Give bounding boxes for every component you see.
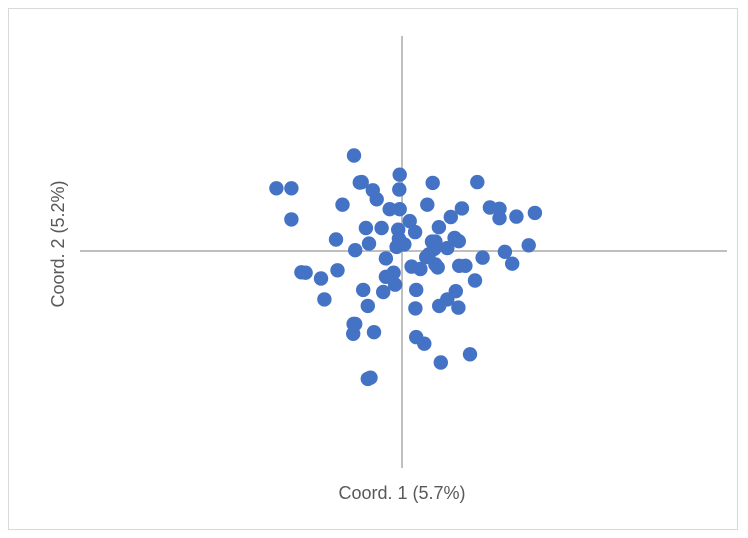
data-point [361, 236, 377, 251]
data-point [413, 261, 428, 277]
data-point [360, 298, 375, 314]
data-point [366, 325, 382, 340]
data-point [346, 148, 362, 163]
data-point [451, 300, 466, 315]
data-point [330, 263, 345, 278]
data-point [448, 284, 463, 299]
data-point [402, 213, 417, 229]
data-point [420, 197, 435, 212]
data-point [269, 181, 284, 196]
data-point [407, 224, 423, 240]
data-point [433, 355, 448, 370]
data-point [467, 273, 483, 288]
data-point [378, 251, 394, 266]
data-point [335, 197, 350, 212]
data-point [431, 220, 447, 235]
data-point [392, 202, 407, 217]
data-point [451, 234, 466, 249]
data-point [462, 347, 478, 362]
x-axis-title: Coord. 1 (5.7%) [338, 483, 465, 503]
data-point [317, 292, 332, 307]
data-point [358, 220, 374, 236]
data-point [392, 182, 407, 197]
chart-area [8, 8, 738, 530]
data-point [397, 237, 412, 252]
data-point [458, 258, 473, 273]
data-point [428, 234, 443, 249]
data-point [454, 201, 470, 216]
data-point [475, 250, 490, 265]
data-point [363, 370, 378, 385]
data-points [269, 148, 543, 387]
data-point [527, 205, 543, 221]
data-point [492, 201, 507, 216]
data-point [417, 336, 432, 351]
data-point [505, 256, 520, 271]
data-point [328, 232, 344, 247]
data-point [298, 265, 313, 280]
data-point [409, 282, 424, 298]
data-point [348, 243, 363, 258]
data-point [392, 167, 407, 182]
data-point [369, 192, 384, 207]
data-point [408, 301, 423, 316]
data-point [387, 277, 403, 292]
data-point [470, 174, 485, 190]
data-point [509, 209, 524, 224]
y-axis-title: Coord. 2 (5.2%) [48, 180, 68, 307]
data-point [346, 316, 361, 332]
data-point [356, 282, 371, 298]
data-point [430, 260, 445, 275]
data-point [313, 271, 329, 286]
data-point [284, 212, 299, 227]
data-point [382, 202, 397, 217]
data-point [376, 284, 391, 300]
data-point [386, 265, 401, 280]
data-point [443, 209, 458, 225]
data-point [284, 181, 299, 196]
data-point [521, 238, 536, 253]
data-point [425, 175, 440, 191]
data-point [497, 244, 513, 259]
data-point [374, 220, 389, 236]
data-point [354, 174, 369, 190]
data-point [440, 240, 455, 256]
